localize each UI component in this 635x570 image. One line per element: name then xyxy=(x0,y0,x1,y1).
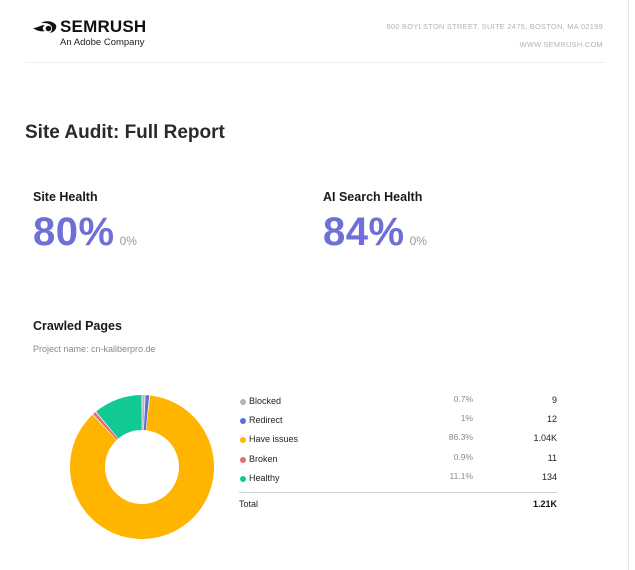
legend-dot-icon xyxy=(240,399,246,405)
donut-slice-broken xyxy=(93,412,119,440)
legend-count: 1.04K xyxy=(533,433,557,444)
project-name: Project name: cn-kaliberpro.de xyxy=(33,344,156,354)
legend-label: Have issues xyxy=(249,434,299,445)
crawled-pages-title: Crawled Pages xyxy=(33,319,122,333)
total-value: 1.21K xyxy=(532,498,557,509)
legend-total-row: Total 1.21K xyxy=(239,497,557,515)
site-health-value: 80% xyxy=(33,210,115,254)
ai-search-health-delta: 0% xyxy=(409,234,427,248)
legend-percent: 1% xyxy=(460,413,473,424)
legend-item: Broken 0.9% 11 xyxy=(239,452,557,471)
legend-item: Redirect 1% 12 xyxy=(239,413,557,432)
logo-wordmark: SEMRUSH xyxy=(60,17,147,36)
donut-slice-redirect xyxy=(143,395,150,431)
legend-percent: 0.7% xyxy=(453,394,473,404)
ai-search-health-label: AI Search Health xyxy=(323,190,423,204)
legend-count: 134 xyxy=(541,471,557,482)
legend-label: Redirect xyxy=(249,415,283,426)
legend-count: 9 xyxy=(551,395,557,405)
legend-dot-icon xyxy=(240,456,246,463)
legend-item: Healthy 11.1% 134 xyxy=(239,471,557,490)
ai-search-health-value: 84% xyxy=(323,210,405,254)
company-website: WWW.SEMRUSH.COM xyxy=(519,40,603,49)
ai-search-health-metric: AI Search Health 84% 0% xyxy=(323,190,427,254)
legend-label: Blocked xyxy=(249,396,282,406)
site-health-metric: Site Health 80% 0% xyxy=(33,190,137,254)
semrush-logo: SEMRUSH An Adobe Company xyxy=(33,17,173,51)
company-address: 800 BOYLSTON STREET, SUITE 2475, BOSTON,… xyxy=(386,22,603,31)
legend-item: Have issues 86.3% 1.04K xyxy=(239,432,557,451)
donut-slice-have-issues xyxy=(70,395,214,539)
site-health-label: Site Health xyxy=(33,190,98,204)
legend-label: Broken xyxy=(249,453,278,464)
site-health-delta: 0% xyxy=(119,234,137,248)
semrush-fire-icon xyxy=(33,21,57,33)
crawled-pages-legend: Blocked 0.7% 9 Redirect 1% 12 Have issues 86.3%… xyxy=(239,394,557,515)
header-divider xyxy=(25,62,605,63)
legend-dot-icon xyxy=(240,418,246,425)
legend-item: Blocked 0.7% 9 xyxy=(239,394,557,413)
page-title: Site Audit: Full Report xyxy=(25,122,225,143)
legend-dot-icon xyxy=(240,475,246,482)
legend-count: 11 xyxy=(547,452,557,463)
crawled-pages-donut-chart xyxy=(70,395,214,539)
donut-slice-blocked xyxy=(142,395,145,431)
page-edge xyxy=(628,0,629,570)
legend-dot-icon xyxy=(240,437,246,444)
legend-percent: 11.1% xyxy=(449,470,473,481)
total-label: Total xyxy=(239,498,259,509)
legend-divider xyxy=(239,491,557,493)
logo-subtitle: An Adobe Company xyxy=(60,37,145,48)
legend-count: 12 xyxy=(546,414,557,425)
legend-percent: 86.3% xyxy=(448,432,473,443)
donut-slice-healthy xyxy=(96,395,142,439)
legend-label: Healthy xyxy=(249,472,280,483)
legend-percent: 0.9% xyxy=(453,451,473,462)
